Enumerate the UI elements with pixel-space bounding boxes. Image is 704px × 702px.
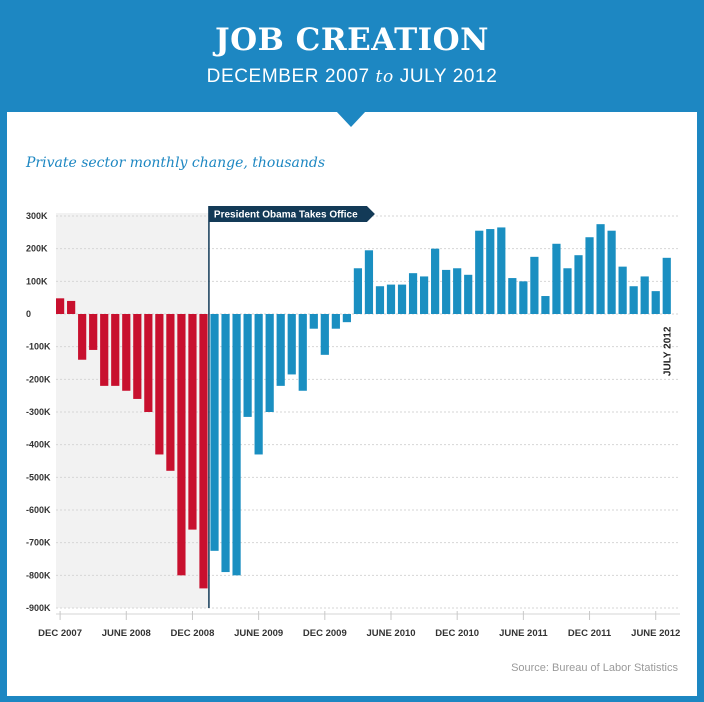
- x-tick-label: JUNE 2008: [102, 628, 151, 639]
- header-notch: [336, 111, 366, 127]
- bar: [133, 314, 142, 399]
- x-tick-label: JUNE 2012: [631, 628, 680, 639]
- bar: [89, 314, 98, 350]
- subtitle-end: JULY 2012: [399, 66, 498, 87]
- bar: [386, 284, 396, 314]
- bar: [497, 227, 506, 314]
- bar: [309, 314, 318, 329]
- bar: [210, 314, 219, 551]
- bar: [353, 268, 363, 314]
- subtitle-start: DECEMBER 2007: [206, 66, 370, 87]
- bar: [320, 314, 329, 355]
- bar: [177, 314, 186, 576]
- bar: [342, 314, 351, 323]
- y-tick-label: -400K: [26, 440, 51, 450]
- bar: [574, 255, 583, 314]
- x-tick-label: JUNE 2009: [234, 628, 283, 639]
- bar: [662, 257, 671, 314]
- subtitle-to: to: [375, 67, 394, 87]
- bar: [232, 314, 241, 576]
- bar: [243, 314, 252, 417]
- x-tick-label: JUNE 2010: [366, 628, 415, 639]
- bar: [541, 296, 550, 314]
- y-tick-label: 100K: [26, 276, 48, 286]
- bar: [364, 250, 374, 314]
- y-tick-label: -600K: [26, 505, 51, 515]
- bar: [287, 314, 296, 375]
- bar: [111, 314, 120, 386]
- bar: [519, 281, 528, 314]
- y-tick-label: 200K: [26, 244, 48, 254]
- y-tick-label: 0: [26, 309, 31, 319]
- bar: [629, 286, 638, 314]
- header: JOB CREATION DECEMBER 2007 to JULY 2012: [0, 0, 704, 112]
- bar: [607, 230, 616, 314]
- bar: [122, 314, 131, 391]
- bar: [100, 314, 109, 386]
- bar: [221, 314, 230, 573]
- x-tick-label: JUNE 2011: [499, 628, 548, 639]
- bar: [596, 224, 605, 314]
- bar: [188, 314, 197, 530]
- bar: [298, 314, 307, 391]
- bar: [276, 314, 285, 386]
- bar: [331, 314, 340, 329]
- bar: [144, 314, 153, 412]
- bar: [408, 273, 418, 314]
- source-note: Source: Bureau of Labor Statistics: [511, 662, 678, 674]
- end-month-label: JULY 2012: [663, 326, 674, 376]
- page-title: JOB CREATION: [215, 22, 489, 58]
- bar: [640, 276, 649, 314]
- chart-label: Private sector monthly change, thousands: [26, 155, 326, 171]
- bar: [199, 314, 208, 589]
- bar: [166, 314, 175, 471]
- bar: [67, 300, 76, 314]
- page-subtitle: DECEMBER 2007 to JULY 2012: [0, 66, 704, 88]
- x-tick-label: DEC 2010: [435, 628, 479, 639]
- bar: [419, 276, 429, 314]
- y-tick-label: -300K: [26, 407, 51, 417]
- pre-term-shading: [56, 213, 209, 608]
- bar: [552, 243, 561, 314]
- y-tick-label: -200K: [26, 374, 51, 384]
- bar: [563, 268, 572, 314]
- x-tick-label: DEC 2007: [38, 628, 82, 639]
- bar: [618, 266, 627, 314]
- bar: [56, 298, 65, 314]
- bar: [431, 248, 440, 314]
- bar: [651, 291, 660, 314]
- y-tick-label: -100K: [26, 342, 51, 352]
- bar: [530, 256, 539, 314]
- bar: [265, 314, 274, 412]
- y-tick-label: -800K: [26, 570, 51, 580]
- x-tick-label: DEC 2008: [171, 628, 215, 639]
- bar: [508, 278, 517, 314]
- bar: [155, 314, 164, 455]
- bar: [475, 230, 484, 314]
- bar: [453, 268, 462, 314]
- y-tick-label: -900K: [26, 603, 51, 613]
- bar: [375, 286, 385, 314]
- annotation-text: President Obama Takes Office: [214, 210, 358, 221]
- x-tick-label: DEC 2011: [568, 628, 612, 639]
- bar: [585, 237, 594, 314]
- annotation-flag: [208, 206, 375, 222]
- bar: [464, 274, 473, 314]
- y-tick-label: -500K: [26, 472, 51, 482]
- bar: [442, 269, 451, 314]
- y-tick-label: 300K: [26, 211, 48, 221]
- x-tick-label: DEC 2009: [303, 628, 347, 639]
- bar: [254, 314, 263, 455]
- y-tick-label: -700K: [26, 538, 51, 548]
- bar: [486, 229, 495, 314]
- bar: [397, 284, 407, 314]
- bar: [78, 314, 87, 360]
